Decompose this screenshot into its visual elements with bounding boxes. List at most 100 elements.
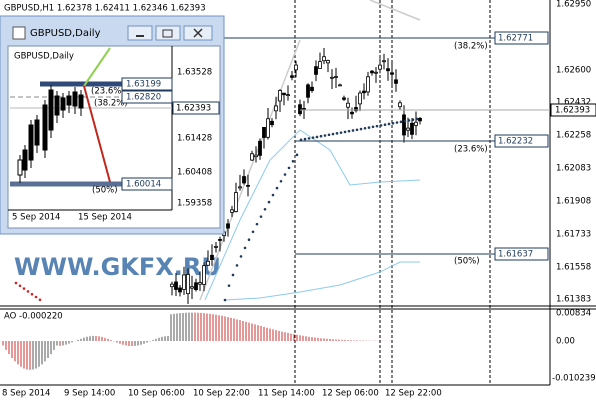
sar-dot [251, 230, 255, 234]
inset-body [66, 95, 72, 106]
ao-histogram [2, 312, 418, 370]
candle-body [282, 92, 286, 96]
sar-dot [335, 132, 339, 135]
current-price: 1.62393 [555, 106, 590, 116]
candle-body [250, 153, 254, 161]
sar-dot [403, 119, 407, 123]
sar-dot [34, 295, 38, 299]
sar-dot [391, 121, 395, 125]
sar-dot [387, 122, 391, 126]
candle-body [246, 184, 250, 187]
chart-header: GBPUSD,H1 1.62378 1.62411 1.62346 1.6239… [4, 4, 206, 14]
inset-body [28, 124, 34, 161]
inset-body [78, 94, 84, 109]
sar-dot [14, 281, 18, 285]
sar-dot [367, 126, 371, 129]
inset-box: 1.63199 [126, 80, 161, 90]
candle-body [322, 56, 326, 62]
candle-body [414, 121, 418, 126]
inset-body [42, 104, 48, 151]
sar-dot [311, 136, 315, 139]
sar-dot [231, 273, 235, 277]
candle-body [326, 60, 330, 64]
sar-dot [323, 134, 327, 137]
channel [199, 39, 301, 301]
candle-body [350, 111, 354, 115]
candle-body [186, 274, 190, 295]
time-label: 11 Sep 14:00 [258, 389, 315, 399]
inset-box: 1.62820 [126, 93, 161, 103]
sar-dot [255, 222, 259, 226]
ao-axis-label: -0.010239 [552, 374, 596, 384]
price-label: 1.62432 [556, 98, 591, 108]
candle-body [358, 92, 362, 105]
inset-level-label: (50%) [92, 186, 118, 196]
sar-dot [303, 137, 307, 141]
candle-body [238, 186, 242, 189]
inset-price-label: 1.61428 [177, 134, 212, 144]
inset-chart-label: GBPUSD,Daily [14, 52, 74, 62]
candle-body [318, 61, 322, 69]
sar-dot [275, 186, 279, 190]
time-label: 12 Sep 06:00 [322, 389, 379, 399]
sar-dot [331, 132, 335, 136]
sar-dot [243, 246, 247, 250]
candle-body [258, 140, 262, 156]
price-plot [14, 0, 422, 304]
minimize-button[interactable] [127, 25, 153, 41]
candle-body [230, 209, 234, 213]
candle-body [398, 102, 402, 108]
candle-body [242, 176, 246, 184]
candle-body [370, 70, 374, 74]
candle-body [190, 286, 194, 289]
price-label: 1.61908 [556, 197, 591, 207]
maximize-button[interactable] [155, 25, 181, 41]
candle-body [286, 94, 290, 97]
sar-dot [399, 120, 403, 124]
sar-dot [263, 207, 267, 211]
sar-dot [26, 290, 30, 293]
inset-body [17, 159, 23, 176]
candle-body [278, 90, 282, 102]
sar-dot [291, 160, 295, 163]
candle-body [346, 102, 350, 108]
level-label: (50%) [454, 257, 480, 267]
candle-body [362, 90, 366, 94]
candle-body [386, 68, 390, 72]
candle-body [206, 260, 210, 266]
sar-dot [30, 292, 34, 296]
sar-dot [279, 179, 283, 183]
candle-body [170, 283, 174, 288]
level-price: 1.62232 [498, 137, 533, 147]
candle-body [266, 118, 270, 138]
sar-dot [347, 129, 351, 133]
price-label: 1.61733 [556, 230, 591, 240]
inset-time-label: 15 Sep 2014 [78, 213, 132, 223]
candle-body [410, 122, 414, 135]
time-axis: 8 Sep 2014 9 Sep 14:00 10 Sep 06:00 10 S… [2, 389, 442, 399]
price-label: 1.62258 [556, 131, 591, 141]
band [204, 129, 421, 301]
candle-body [174, 281, 178, 290]
candle-body [194, 282, 198, 291]
inset-body [48, 89, 54, 131]
sar-dot [415, 117, 419, 121]
sar-dot [339, 131, 343, 134]
inset-price-label: 1.60408 [177, 168, 212, 178]
inset-level-label: (23.6%) [91, 87, 125, 97]
candle-body [374, 71, 378, 74]
sar-dot [371, 125, 375, 129]
sar-dot [295, 153, 299, 157]
sar-dot [287, 166, 291, 170]
candle-body [262, 127, 266, 138]
candle-body [310, 86, 314, 91]
inset-window[interactable]: GBPUSD,Daily [0, 15, 225, 235]
sar-dot [307, 137, 311, 140]
sar-dot [227, 284, 231, 287]
sar-dot [383, 123, 387, 126]
sar-dot [407, 119, 411, 122]
level-price: 1.62771 [498, 34, 533, 44]
level-label: (38.2%) [454, 42, 488, 52]
sar-dot [355, 128, 359, 132]
inset-box: 1.62393 [176, 104, 211, 114]
